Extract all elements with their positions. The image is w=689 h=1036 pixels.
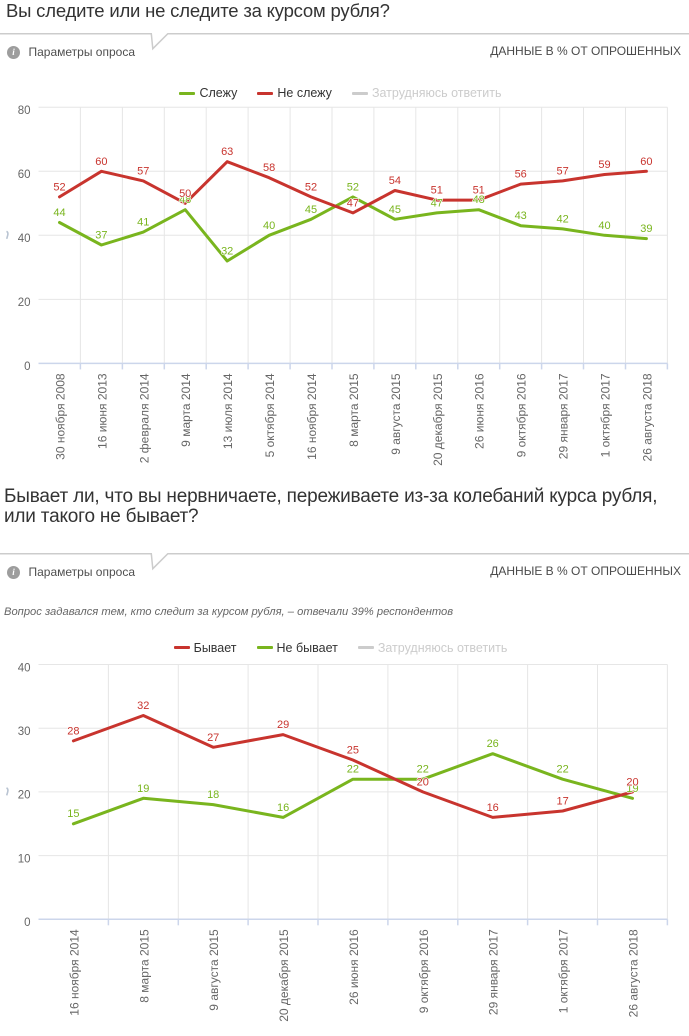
- svg-text:52: 52: [305, 181, 317, 193]
- svg-text:9 октября 2016: 9 октября 2016: [515, 373, 529, 457]
- svg-text:52: 52: [347, 181, 359, 193]
- svg-text:16 ноября 2014: 16 ноября 2014: [305, 373, 319, 460]
- svg-text:8 марта 2015: 8 марта 2015: [137, 929, 151, 1003]
- svg-text:54: 54: [389, 175, 401, 187]
- svg-text:40: 40: [18, 233, 31, 245]
- svg-text:8 марта 2015: 8 марта 2015: [347, 373, 361, 447]
- svg-text:50: 50: [179, 188, 191, 200]
- svg-text:37: 37: [95, 230, 107, 242]
- svg-text:45: 45: [305, 204, 317, 216]
- svg-text:20 декабря 2015: 20 декабря 2015: [277, 929, 291, 1022]
- svg-text:25: 25: [347, 745, 359, 757]
- svg-text:26 августа 2018: 26 августа 2018: [627, 929, 641, 1017]
- svg-text:17: 17: [556, 796, 568, 808]
- svg-text:10: 10: [18, 853, 31, 865]
- svg-text:20: 20: [18, 790, 31, 802]
- svg-text:19: 19: [137, 783, 149, 795]
- svg-text:42: 42: [556, 213, 568, 225]
- svg-text:29 января 2017: 29 января 2017: [557, 373, 571, 459]
- svg-text:26 августа 2018: 26 августа 2018: [640, 373, 654, 461]
- svg-text:16: 16: [277, 802, 289, 814]
- svg-text:57: 57: [556, 165, 568, 177]
- svg-text:20: 20: [417, 776, 429, 788]
- svg-text:20: 20: [18, 297, 31, 309]
- svg-text:51: 51: [431, 185, 443, 197]
- svg-text:9 августа 2015: 9 августа 2015: [207, 929, 221, 1011]
- svg-text:60: 60: [640, 156, 652, 168]
- svg-text:1 октября 2017: 1 октября 2017: [599, 373, 613, 457]
- svg-text:51: 51: [473, 185, 485, 197]
- svg-text:44: 44: [53, 207, 65, 219]
- svg-text:58: 58: [263, 162, 275, 174]
- svg-text:32: 32: [221, 246, 233, 258]
- svg-text:16 июня 2013: 16 июня 2013: [95, 373, 109, 449]
- svg-text:5 октября 2014: 5 октября 2014: [263, 373, 277, 457]
- svg-text:40: 40: [263, 220, 275, 232]
- svg-text:0: 0: [24, 361, 30, 373]
- svg-text:41: 41: [137, 217, 149, 229]
- svg-text:57: 57: [137, 165, 149, 177]
- svg-text:1 октября 2017: 1 октября 2017: [557, 929, 571, 1013]
- svg-text:60: 60: [18, 169, 31, 181]
- svg-text:45: 45: [389, 204, 401, 216]
- svg-text:26: 26: [487, 738, 499, 750]
- svg-text:29 января 2017: 29 января 2017: [487, 929, 501, 1015]
- svg-text:20 декабря 2015: 20 декабря 2015: [431, 373, 445, 466]
- svg-text:52: 52: [53, 181, 65, 193]
- svg-text:30: 30: [18, 726, 31, 738]
- svg-text:18: 18: [207, 789, 219, 801]
- svg-text:22: 22: [417, 764, 429, 776]
- svg-text:2 февраля 2014: 2 февраля 2014: [137, 373, 151, 463]
- svg-text:9 августа 2015: 9 августа 2015: [389, 373, 403, 455]
- svg-text:56: 56: [515, 169, 527, 181]
- svg-text:16: 16: [487, 802, 499, 814]
- svg-text:22: 22: [556, 764, 568, 776]
- svg-text:30 ноября 2008: 30 ноября 2008: [54, 373, 68, 460]
- svg-text:28: 28: [67, 725, 79, 737]
- svg-text:40: 40: [18, 662, 31, 674]
- svg-text:0: 0: [24, 917, 30, 929]
- svg-text:26 июня 2016: 26 июня 2016: [473, 373, 487, 449]
- svg-text:47: 47: [347, 197, 359, 209]
- svg-text:48: 48: [473, 194, 485, 206]
- svg-text:29: 29: [277, 719, 289, 731]
- svg-text:9 марта 2014: 9 марта 2014: [179, 373, 193, 447]
- svg-text:16 ноября 2014: 16 ноября 2014: [67, 929, 81, 1016]
- svg-text:63: 63: [221, 146, 233, 158]
- svg-text:13 июля 2014: 13 июля 2014: [221, 373, 235, 449]
- svg-text:32: 32: [137, 700, 149, 712]
- svg-text:60: 60: [95, 156, 107, 168]
- svg-text:27: 27: [207, 732, 219, 744]
- svg-text:9 октября 2016: 9 октября 2016: [417, 929, 431, 1013]
- svg-text:48: 48: [179, 194, 191, 206]
- svg-text:26 июня 2016: 26 июня 2016: [347, 929, 361, 1005]
- svg-text:22: 22: [347, 764, 359, 776]
- svg-text:59: 59: [598, 159, 610, 171]
- svg-text:43: 43: [515, 210, 527, 222]
- svg-text:47: 47: [431, 197, 443, 209]
- svg-text:20: 20: [626, 776, 638, 788]
- svg-text:39: 39: [640, 223, 652, 235]
- svg-text:80: 80: [18, 105, 31, 117]
- svg-text:15: 15: [67, 808, 79, 820]
- svg-text:40: 40: [598, 220, 610, 232]
- svg-text:19: 19: [626, 783, 638, 795]
